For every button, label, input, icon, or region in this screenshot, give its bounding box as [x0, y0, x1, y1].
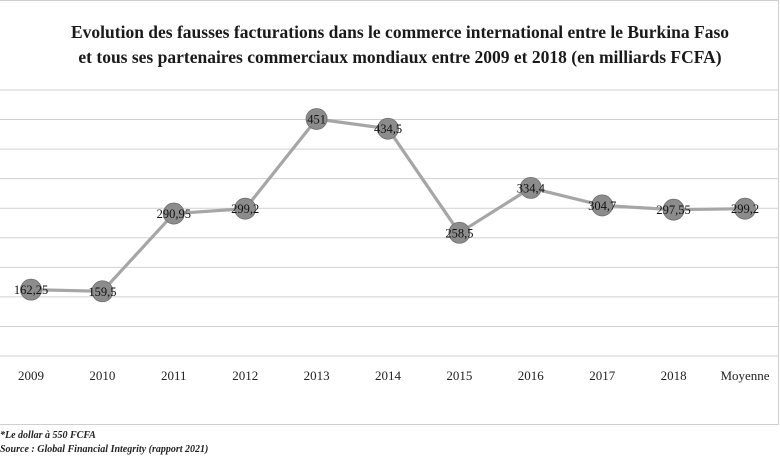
x-tick-label-2010: 2010: [89, 368, 115, 383]
data-label-2009: 162,25: [14, 283, 48, 297]
footnote-source: Source : Global Financial Integrity (rap…: [0, 444, 209, 455]
data-point-2017: [591, 194, 614, 217]
x-tick-label-moyenne: Moyenne: [720, 368, 769, 383]
data-label-2016: 334,4: [517, 181, 546, 195]
data-point-2011: [162, 202, 185, 225]
x-tick-label-2017: 2017: [589, 368, 616, 383]
x-tick-label-2016: 2016: [518, 368, 545, 383]
data-point-2015: [448, 221, 471, 244]
data-point-2013: [305, 108, 328, 130]
data-label-2014: 434,5: [374, 122, 402, 136]
data-point-2012: [234, 197, 257, 220]
data-label-2018: 297,55: [656, 203, 690, 217]
data-label-2017: 304,7: [588, 199, 616, 213]
x-tick-label-2011: 2011: [161, 368, 187, 383]
data-label-2013: 451: [307, 112, 326, 126]
x-tick-label-2018: 2018: [661, 368, 687, 383]
footnote-currency: *Le dollar à 550 FCFA: [0, 430, 96, 441]
chart-frame: [0, 0, 779, 425]
data-label-moyenne: 299,2: [731, 202, 759, 216]
data-labels: 162,25 159,5 290,95 299,2 451 434,5 258,5 334,4…: [14, 112, 759, 298]
data-label-2011: 290,95: [157, 207, 191, 221]
x-tick-label-2015: 2015: [446, 368, 472, 383]
x-tick-label-2014: 2014: [375, 368, 402, 383]
chart-title-line-1: Evolution des fausses facturations dans …: [70, 22, 730, 42]
x-axis-tick-labels: 2009 2010 2011 2012 2013 2014 2015 2016 2017 2018…: [18, 368, 770, 383]
chart-title: Evolution des fausses facturations dans …: [40, 20, 760, 70]
x-tick-label-2009: 2009: [18, 368, 44, 383]
chart-title-line-2: et tous ses partenaires commerciaux mond…: [78, 47, 722, 67]
data-label-2010: 159,5: [88, 285, 116, 299]
data-point-2018: [662, 198, 685, 221]
series-line-group: [29, 117, 747, 293]
series-line: [29, 117, 747, 293]
data-label-2015: 258,5: [445, 226, 473, 240]
data-point-moyenne: [734, 197, 756, 220]
line-chart: 162,25 159,5 290,95 299,2 451 434,5 258,5 334,4…: [0, 89, 779, 383]
data-point-2009: [20, 278, 42, 301]
x-tick-label-2013: 2013: [304, 368, 330, 383]
data-point-2010: [91, 280, 114, 303]
data-label-2012: 299,2: [231, 202, 259, 216]
data-points: [20, 108, 756, 303]
data-point-2014: [377, 117, 399, 140]
data-point-2016: [519, 176, 542, 199]
x-tick-label-2012: 2012: [232, 368, 258, 383]
footnotes: *Le dollar à 550 FCFA Source : Global Fi…: [0, 429, 208, 457]
